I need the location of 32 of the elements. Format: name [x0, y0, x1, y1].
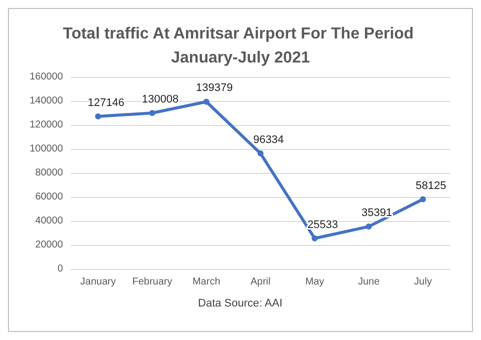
data-label: 25533 [307, 218, 338, 231]
source-note: Data Source: AAI [198, 298, 282, 310]
x-tick-label: April [250, 276, 271, 288]
data-label: 139379 [196, 82, 233, 94]
point [149, 110, 156, 116]
y-tick-label: 140000 [30, 96, 64, 106]
y-tick-label: 60000 [35, 192, 64, 202]
y-tick-label: 100000 [30, 144, 64, 154]
point [258, 150, 264, 156]
point [95, 113, 102, 120]
x-tick-label: May [305, 276, 324, 288]
point [366, 224, 372, 230]
chart-title: Total traffic At Amritsar Airport For The Period January-July 2021 [62, 26, 418, 66]
y-tick-label: 160000 [30, 72, 64, 82]
y-tick-label: 120000 [30, 120, 64, 130]
x-tick-label: July [414, 276, 432, 288]
data-label: 35391 [361, 207, 392, 220]
data-label: 130008 [142, 93, 179, 106]
data-label: 127146 [88, 96, 124, 109]
data-label: 58125 [416, 180, 446, 192]
y-tick-label: 40000 [35, 216, 64, 226]
x-tick-label: January [80, 276, 116, 288]
point [420, 196, 426, 202]
y-tick-label: 0 [57, 264, 64, 274]
x-tick-label: June [358, 276, 380, 288]
point [203, 98, 210, 105]
data-label: 96334 [253, 134, 284, 146]
y-tick-label: 80000 [35, 168, 64, 178]
point [312, 235, 318, 242]
x-tick-label: March [192, 276, 220, 288]
x-tick-label: February [132, 276, 172, 288]
y-tick-label: 20000 [35, 240, 64, 250]
